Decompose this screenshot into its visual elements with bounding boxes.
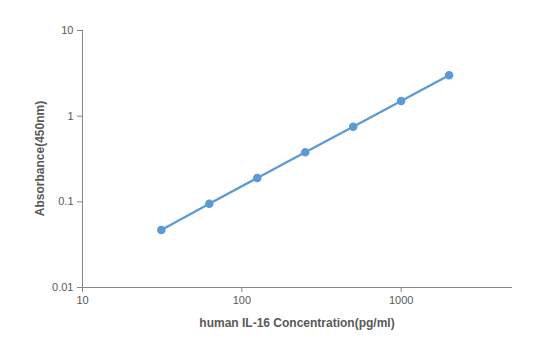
svg-text:100: 100 <box>233 294 251 306</box>
svg-text:10: 10 <box>76 294 88 306</box>
svg-text:human IL-16 Concentration(pg/m: human IL-16 Concentration(pg/ml) <box>199 316 394 330</box>
svg-text:0.01: 0.01 <box>52 281 73 293</box>
svg-text:1000: 1000 <box>389 294 413 306</box>
svg-text:0.1: 0.1 <box>58 195 73 207</box>
svg-text:1: 1 <box>67 110 73 122</box>
svg-text:Absorbance(450nm): Absorbance(450nm) <box>33 101 47 216</box>
svg-text:10: 10 <box>61 24 73 36</box>
